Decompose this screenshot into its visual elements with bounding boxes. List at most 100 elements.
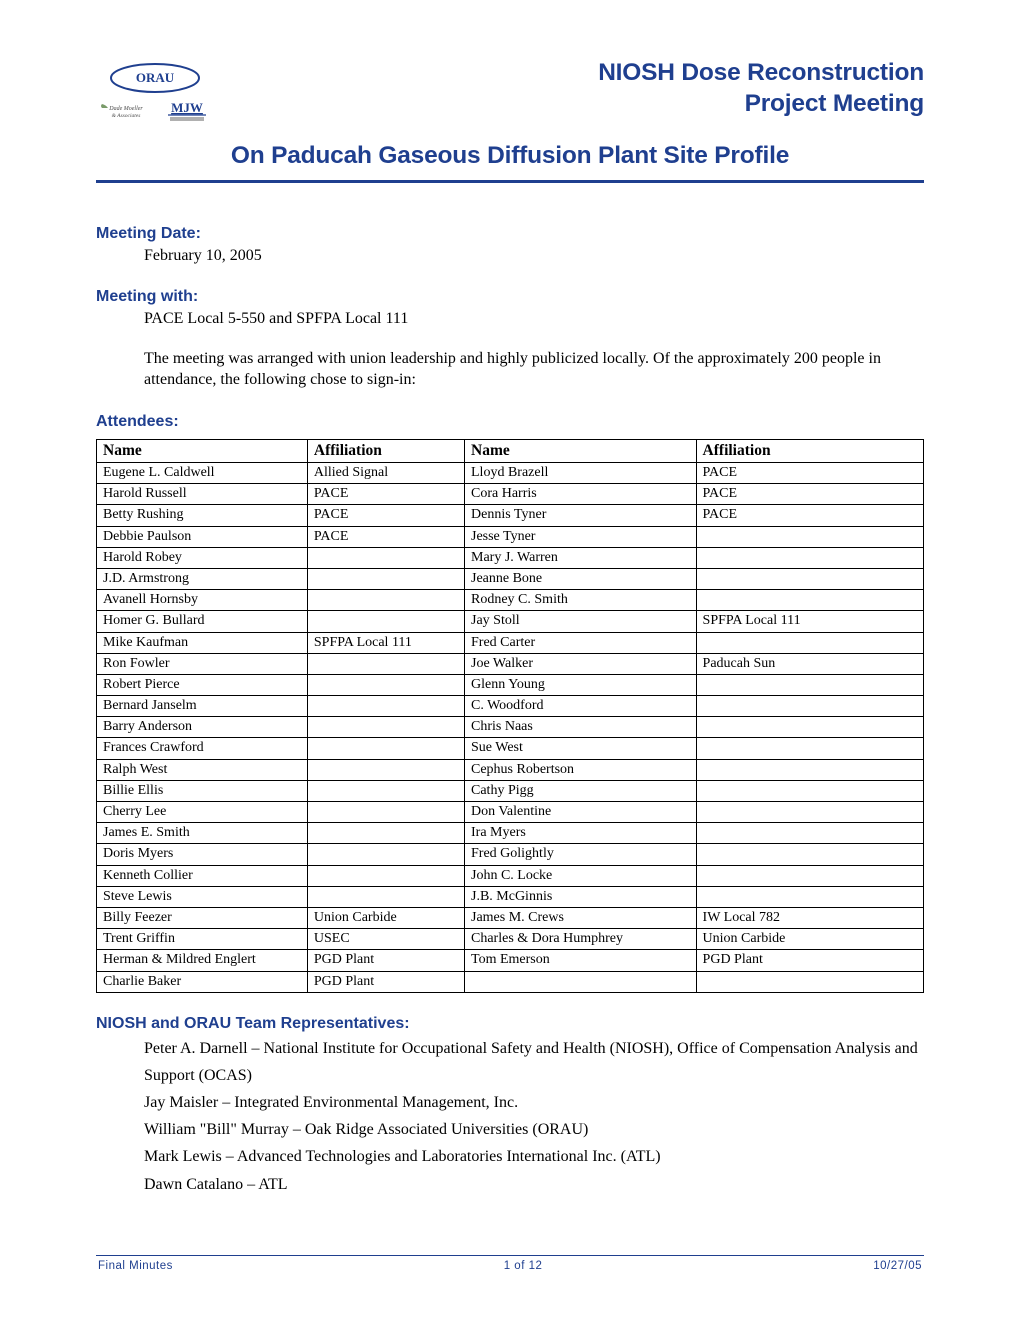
table-cell: Glenn Young [465, 674, 697, 695]
table-cell: Steve Lewis [97, 886, 308, 907]
table-row: Avanell HornsbyRodney C. Smith [97, 590, 924, 611]
table-cell [307, 759, 464, 780]
table-cell: PACE [696, 484, 923, 505]
table-header-row: Name Affiliation Name Affiliation [97, 440, 924, 463]
table-cell: PACE [307, 526, 464, 547]
reps-label: NIOSH and ORAU Team Representatives: [96, 1015, 924, 1033]
table-row: Robert Pierce Glenn Young [97, 674, 924, 695]
table-cell: Bernard Janselm [97, 696, 308, 717]
table-cell: J.D. Armstrong [97, 568, 308, 589]
table-cell: Frances Crawford [97, 738, 308, 759]
table-cell: SPFPA Local 111 [307, 632, 464, 653]
table-cell: Kenneth Collier [97, 865, 308, 886]
table-row: Steve Lewis J.B. McGinnis [97, 886, 924, 907]
meeting-intro-para: The meeting was arranged with union lead… [96, 348, 924, 391]
table-row: Cherry LeeDon Valentine [97, 802, 924, 823]
rep-item: Jay Maisler – Integrated Environmental M… [144, 1089, 924, 1116]
table-cell: Cora Harris [465, 484, 697, 505]
meeting-date-block: Meeting Date: February 10, 2005 [96, 225, 924, 267]
table-cell [696, 802, 923, 823]
col-name-1: Name [97, 440, 308, 463]
table-cell: PGD Plant [696, 950, 923, 971]
table-cell: Jeanne Bone [465, 568, 697, 589]
table-cell: Lloyd Brazell [465, 463, 697, 484]
table-cell [465, 971, 697, 992]
table-cell [696, 632, 923, 653]
rep-item: Peter A. Darnell – National Institute fo… [144, 1035, 924, 1089]
table-row: Ron FowlerJoe WalkerPaducah Sun [97, 653, 924, 674]
table-cell: Don Valentine [465, 802, 697, 823]
meeting-with-label: Meeting with: [96, 288, 924, 306]
table-row: Eugene L. CaldwellAllied SignalLloyd Bra… [97, 463, 924, 484]
table-cell: James E. Smith [97, 823, 308, 844]
table-row: Homer G. BullardJay StollSPFPA Local 111 [97, 611, 924, 632]
table-cell: Charlie Baker [97, 971, 308, 992]
table-cell: Doris Myers [97, 844, 308, 865]
table-cell: Mary J. Warren [465, 547, 697, 568]
col-affil-1: Affiliation [307, 440, 464, 463]
table-cell: PGD Plant [307, 971, 464, 992]
table-row: Betty RushingPACEDennis TynerPACE [97, 505, 924, 526]
table-row: Frances Crawford Sue West [97, 738, 924, 759]
table-cell: Allied Signal [307, 463, 464, 484]
table-row: Billie EllisCathy Pigg [97, 780, 924, 801]
table-cell [307, 823, 464, 844]
footer-center: 1 of 12 [504, 1260, 543, 1272]
table-cell: Fred Golightly [465, 844, 697, 865]
table-cell [696, 759, 923, 780]
table-cell [307, 568, 464, 589]
table-row: Harold RussellPACECora HarrisPACE [97, 484, 924, 505]
table-cell: Mike Kaufman [97, 632, 308, 653]
table-cell: Avanell Hornsby [97, 590, 308, 611]
meeting-with-block: Meeting with: PACE Local 5-550 and SPFPA… [96, 288, 924, 391]
table-cell [696, 717, 923, 738]
table-cell: Chris Naas [465, 717, 697, 738]
table-row: Herman & Mildred EnglertPGD PlantTom Eme… [97, 950, 924, 971]
table-cell: Jay Stoll [465, 611, 697, 632]
table-cell: PGD Plant [307, 950, 464, 971]
table-cell [696, 526, 923, 547]
table-row: Debbie PaulsonPACEJesse Tyner [97, 526, 924, 547]
table-cell: Herman & Mildred Englert [97, 950, 308, 971]
table-row: Harold Robey Mary J. Warren [97, 547, 924, 568]
table-cell: Fred Carter [465, 632, 697, 653]
reps-list: Peter A. Darnell – National Institute fo… [96, 1035, 924, 1198]
col-affil-2: Affiliation [696, 440, 923, 463]
table-cell [307, 802, 464, 823]
table-cell [696, 971, 923, 992]
table-cell: Debbie Paulson [97, 526, 308, 547]
table-cell: Joe Walker [465, 653, 697, 674]
table-cell [307, 653, 464, 674]
table-cell [696, 844, 923, 865]
table-cell [307, 590, 464, 611]
table-row: J.D. Armstrong Jeanne Bone [97, 568, 924, 589]
table-cell: Harold Russell [97, 484, 308, 505]
table-cell: Harold Robey [97, 547, 308, 568]
title-line-3: On Paducah Gaseous Diffusion Plant Site … [96, 141, 924, 172]
table-cell: Sue West [465, 738, 697, 759]
table-cell [307, 886, 464, 907]
table-cell [696, 547, 923, 568]
table-cell [696, 674, 923, 695]
title-line-2: Project Meeting [232, 89, 924, 120]
table-cell [696, 780, 923, 801]
table-cell: SPFPA Local 111 [696, 611, 923, 632]
table-cell [696, 865, 923, 886]
table-row: Ralph WestCephus Robertson [97, 759, 924, 780]
table-row: Trent GriffinUSECCharles & Dora Humphrey… [97, 929, 924, 950]
table-cell: Billie Ellis [97, 780, 308, 801]
rep-item: Mark Lewis – Advanced Technologies and L… [144, 1143, 924, 1170]
table-cell: J.B. McGinnis [465, 886, 697, 907]
table-cell [307, 780, 464, 801]
attendees-label: Attendees: [96, 413, 924, 431]
table-cell [307, 865, 464, 886]
page-footer: Final Minutes 1 of 12 10/27/05 [96, 1255, 924, 1273]
table-cell: Dennis Tyner [465, 505, 697, 526]
table-cell: Union Carbide [307, 907, 464, 928]
footer-left: Final Minutes [98, 1260, 173, 1272]
table-cell [696, 823, 923, 844]
table-cell [696, 568, 923, 589]
rep-item: William "Bill" Murray – Oak Ridge Associ… [144, 1116, 924, 1143]
table-cell [696, 696, 923, 717]
table-cell: Robert Pierce [97, 674, 308, 695]
